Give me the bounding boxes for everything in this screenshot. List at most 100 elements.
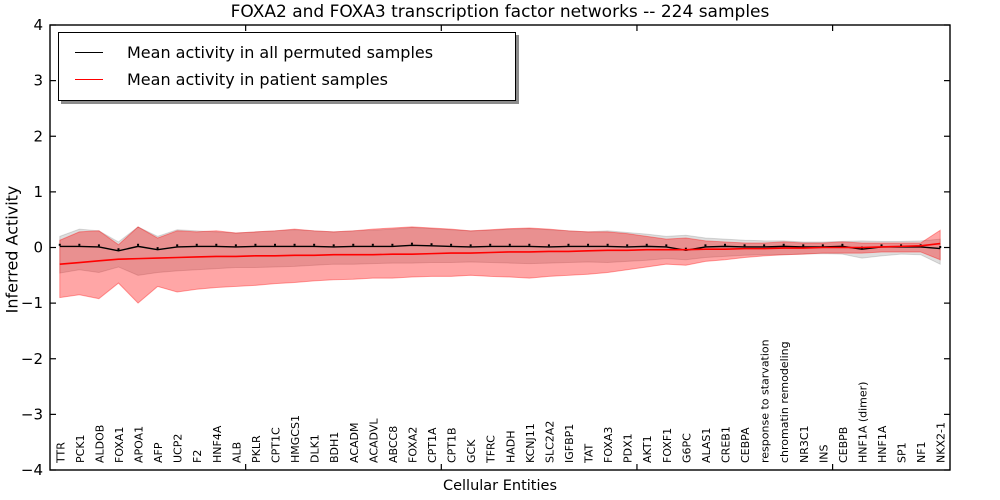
x-category-label: INS (817, 445, 830, 463)
y-tick-label: 3 (33, 72, 43, 90)
point-marker (743, 244, 746, 247)
x-category-label: SP1 (896, 442, 909, 463)
x-category-label: KCNJ11 (524, 423, 537, 463)
point-marker (195, 243, 198, 246)
patient-std-band (59, 226, 941, 304)
x-category-label: FOXA2 (406, 427, 419, 463)
x-category-label: G6PC (680, 433, 693, 463)
point-marker (704, 244, 707, 247)
x-category-label: CPT1A (426, 427, 439, 463)
legend-label-patient: Mean activity in patient samples (127, 70, 388, 89)
point-marker (645, 243, 648, 246)
y-tick-label: 2 (33, 127, 43, 145)
y-axis-label: Inferred Activity (2, 185, 22, 314)
x-category-label: AFP (152, 442, 165, 463)
x-category-label: ALB (230, 442, 243, 463)
point-marker (821, 244, 824, 247)
point-marker (78, 243, 81, 246)
x-category-label: HADH (504, 430, 517, 463)
x-category-label: IGFBP1 (563, 424, 576, 463)
point-marker (508, 243, 511, 246)
x-category-label: HNF1A (dimer) (856, 382, 869, 463)
x-category-label: CEBPA (739, 427, 752, 463)
point-marker (430, 243, 433, 246)
x-category-label: chromatin remodeling (778, 341, 791, 463)
x-category-label: UCP2 (172, 434, 185, 463)
point-marker (606, 243, 609, 246)
x-category-label: NKX2-1 (935, 422, 948, 463)
point-marker (371, 243, 374, 246)
point-marker (274, 243, 276, 246)
patient-mean-line (59, 242, 941, 265)
point-marker (547, 244, 550, 247)
point-marker (137, 243, 140, 246)
y-tick-label: −4 (21, 461, 43, 479)
legend-line-sample-permuted (75, 52, 103, 53)
x-category-label: HNF4A (211, 425, 224, 463)
x-category-label: PKLR (250, 435, 263, 463)
legend-row-patient: Mean activity in patient samples (59, 66, 515, 93)
y-tick-label: −2 (21, 350, 43, 368)
point-marker (234, 244, 237, 247)
x-category-label: CEBPB (837, 427, 850, 463)
point-marker (626, 244, 629, 247)
point-marker (313, 243, 316, 246)
point-marker (724, 243, 726, 246)
point-marker (293, 243, 296, 246)
point-marker (900, 244, 903, 247)
x-category-label: ABCC8 (387, 426, 400, 463)
point-marker (489, 243, 492, 246)
permuted-mean-line (59, 244, 941, 252)
x-category-label: response to starvation (759, 339, 772, 463)
x-category-label: FOXA1 (113, 427, 126, 463)
point-marker (880, 244, 883, 247)
y-tick-label: −1 (21, 294, 43, 312)
x-category-label: HNF1A (876, 425, 889, 463)
point-marker (117, 248, 120, 251)
x-category-label: ALAS1 (700, 428, 713, 463)
x-category-label: CREB1 (720, 426, 733, 463)
x-category-label: GCK (465, 439, 478, 463)
point-marker (176, 244, 179, 247)
x-category-label: ACADM (348, 423, 361, 464)
y-tick-label: 4 (33, 16, 43, 34)
point-marker (352, 243, 355, 246)
legend-label-permuted: Mean activity in all permuted samples (127, 43, 434, 62)
x-category-label: FOXF1 (661, 428, 674, 463)
point-marker (450, 243, 453, 246)
point-marker (410, 242, 413, 245)
y-tick-label: 1 (33, 183, 43, 201)
permuted-std-band (59, 226, 941, 276)
x-category-label: APOA1 (133, 426, 146, 463)
x-category-label: TAT (583, 443, 596, 464)
x-category-label: SLC2A2 (543, 421, 556, 463)
x-category-label: TFRC (485, 435, 498, 464)
legend: Mean activity in all permuted samples Me… (58, 32, 516, 101)
x-category-label: PDX1 (622, 433, 635, 463)
x-category-label: FOXA3 (602, 427, 615, 463)
point-marker (254, 243, 257, 246)
y-tick-label: −3 (21, 405, 43, 423)
x-category-label: ALDOB (93, 425, 106, 463)
point-marker (58, 243, 61, 246)
x-category-label: NF1 (915, 441, 928, 463)
x-category-label: F2 (191, 450, 204, 463)
point-marker (332, 244, 335, 247)
x-category-label: DLK1 (309, 434, 322, 463)
x-category-label: CPT1C (270, 427, 283, 463)
point-marker (156, 247, 159, 250)
point-marker (782, 243, 785, 246)
point-marker (215, 243, 218, 246)
point-marker (841, 243, 844, 246)
point-marker (684, 247, 687, 250)
x-category-label: HMGCS1 (289, 415, 302, 463)
x-category-label: AKT1 (641, 435, 654, 463)
legend-row-permuted: Mean activity in all permuted samples (59, 39, 515, 66)
point-marker (763, 244, 766, 247)
x-category-label: TTR (54, 442, 67, 464)
point-marker (587, 243, 590, 246)
x-category-label: NR3C1 (798, 425, 811, 463)
x-category-label: BDH1 (328, 432, 341, 463)
point-marker (939, 246, 942, 249)
